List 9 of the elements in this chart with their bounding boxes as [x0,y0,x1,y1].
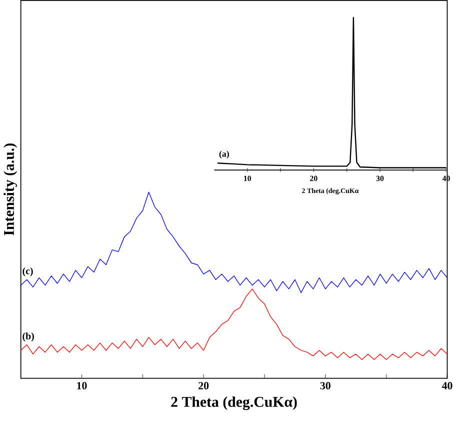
series-label: (b) [22,332,34,342]
x-tick-label: 30 [320,382,330,390]
series-label: (c) [22,267,33,276]
series-label: (a) [219,150,229,159]
x-tick-label: 20 [198,382,209,390]
y-axis-title: Intensity (a.u.) [4,144,18,236]
x-tick-label: 40 [442,382,452,390]
x-axis-title: 2 Theta (deg.CuKα) [171,396,297,410]
x-tick-label: 10 [77,382,87,390]
